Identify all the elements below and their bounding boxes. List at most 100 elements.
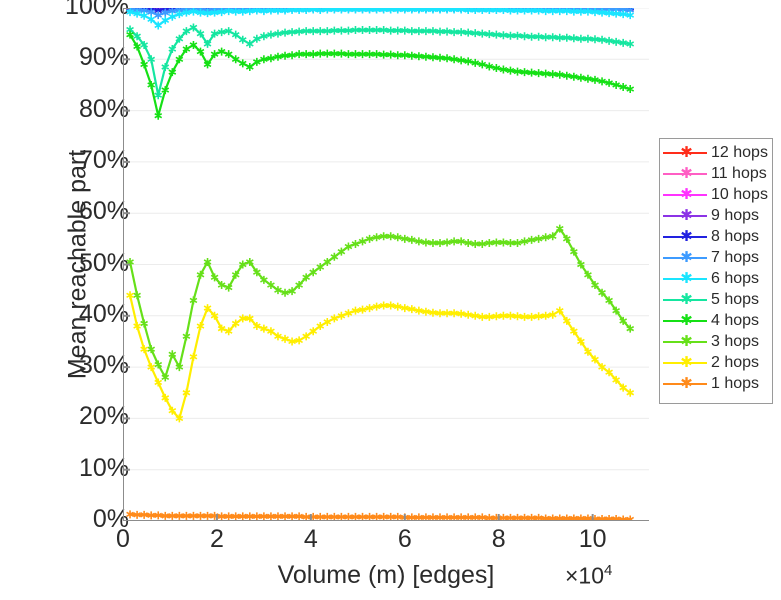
series-markers — [126, 510, 635, 521]
y-axis-tick-label: 10% — [78, 453, 129, 482]
legend-line-swatch — [663, 319, 707, 322]
x-axis-multiplier-exponent: 4 — [604, 562, 613, 579]
legend-item[interactable]: ✱ 10 hops — [660, 184, 772, 205]
series-3-hops — [126, 224, 635, 382]
legend-item-label: 11 hops — [711, 164, 767, 182]
series-markers — [126, 23, 635, 100]
legend-star-icon: ✱ — [680, 374, 693, 392]
legend-item-label: 1 hops — [711, 374, 760, 392]
series-layer — [126, 8, 635, 521]
legend-star-icon: ✱ — [680, 164, 693, 182]
legend-marker-icon: ✱ — [663, 248, 707, 266]
legend-item-label: 8 hops — [711, 227, 760, 245]
legend-marker-icon: ✱ — [663, 227, 707, 245]
x-axis-tick-label: 2 — [209, 525, 224, 553]
plot-area — [123, 8, 649, 521]
y-axis-tick-label: 50% — [78, 248, 129, 277]
legend-item[interactable]: ✱ 7 hops — [660, 247, 772, 268]
y-axis-tick-label: 100% — [65, 0, 129, 20]
y-axis-tick-label: 20% — [78, 402, 129, 431]
legend-marker-icon: ✱ — [663, 374, 707, 392]
legend-marker-icon: ✱ — [663, 206, 707, 224]
legend-item-label: 7 hops — [711, 248, 760, 266]
legend-item-label: 12 hops — [711, 143, 768, 161]
legend-line-swatch — [663, 214, 707, 217]
y-axis-tick-label: 80% — [78, 94, 129, 123]
x-axis-tick-label: 4 — [303, 525, 318, 553]
legend-star-icon: ✱ — [680, 185, 693, 203]
legend-item[interactable]: ✱ 11 hops — [660, 163, 772, 184]
y-axis-tick-label: 70% — [78, 145, 129, 174]
legend-item[interactable]: ✱ 6 hops — [660, 268, 772, 289]
legend-marker-icon: ✱ — [663, 290, 707, 308]
legend-item-label: 5 hops — [711, 290, 760, 308]
series-markers — [126, 224, 635, 382]
chart-canvas — [123, 8, 649, 521]
legend-item-label: 9 hops — [711, 206, 760, 224]
legend-star-icon: ✱ — [680, 227, 693, 245]
legend-star-icon: ✱ — [680, 248, 693, 266]
series-markers — [126, 291, 635, 423]
legend-line-swatch — [663, 256, 707, 259]
x-axis-tick-label: 0 — [116, 525, 130, 553]
legend-item-label: 3 hops — [711, 332, 760, 350]
x-axis-multiplier-base: ×10 — [565, 562, 605, 589]
series-1-hops — [126, 510, 635, 521]
series-markers — [126, 8, 635, 30]
x-axis-multiplier: ×104 — [565, 562, 612, 590]
series-4-hops — [126, 30, 635, 120]
legend-line-swatch — [663, 361, 707, 364]
legend-marker-icon: ✱ — [663, 185, 707, 203]
x-axis-tick-label: 10 — [578, 525, 607, 553]
legend-item[interactable]: ✱ 1 hops — [660, 373, 772, 394]
legend-star-icon: ✱ — [680, 143, 693, 161]
legend-marker-icon: ✱ — [663, 311, 707, 329]
legend-marker-icon: ✱ — [663, 353, 707, 371]
legend-item[interactable]: ✱ 5 hops — [660, 289, 772, 310]
legend-star-icon: ✱ — [680, 269, 693, 287]
x-axis-tick-label: 6 — [397, 525, 412, 553]
legend-item[interactable]: ✱ 9 hops — [660, 205, 772, 226]
legend-line-swatch — [663, 277, 707, 280]
legend-marker-icon: ✱ — [663, 269, 707, 287]
legend-line-swatch — [663, 298, 707, 301]
axis-ticks — [123, 8, 594, 521]
legend-star-icon: ✱ — [680, 206, 693, 224]
legend-item[interactable]: ✱ 12 hops — [660, 142, 772, 163]
legend-line-swatch — [663, 151, 707, 154]
series-6-hops — [126, 8, 635, 30]
legend-item-label: 2 hops — [711, 353, 760, 371]
series-2-hops — [126, 291, 635, 423]
legend-item-label: 10 hops — [711, 185, 768, 203]
y-axis-tick-label: 40% — [78, 299, 129, 328]
legend-item[interactable]: ✱ 4 hops — [660, 310, 772, 331]
legend-marker-icon: ✱ — [663, 164, 707, 182]
legend-item[interactable]: ✱ 2 hops — [660, 352, 772, 373]
legend-star-icon: ✱ — [680, 290, 693, 308]
gridlines — [123, 8, 649, 471]
legend-item-label: 4 hops — [711, 311, 760, 329]
y-axis-tick-label: 30% — [78, 351, 129, 380]
legend-line-swatch — [663, 382, 707, 385]
legend-line-swatch — [663, 172, 707, 175]
legend-box[interactable]: ✱ 12 hops ✱ 11 hops ✱ 10 hops ✱ 9 hops ✱ 8 hops ✱ 7… — [659, 138, 773, 404]
x-axis-tick-label: 8 — [491, 525, 506, 553]
y-axis-tick-label: 60% — [78, 197, 129, 226]
legend-marker-icon: ✱ — [663, 143, 707, 161]
x-axis-title: Volume (m) [edges] — [277, 561, 495, 589]
legend-marker-icon: ✱ — [663, 332, 707, 350]
legend-item-label: 6 hops — [711, 269, 760, 287]
series-markers — [126, 30, 635, 120]
legend-star-icon: ✱ — [680, 332, 693, 350]
legend-item[interactable]: ✱ 3 hops — [660, 331, 772, 352]
legend-item[interactable]: ✱ 8 hops — [660, 226, 772, 247]
legend-line-swatch — [663, 235, 707, 238]
series-5-hops — [126, 23, 635, 100]
series-line — [128, 227, 632, 379]
legend-star-icon: ✱ — [680, 353, 693, 371]
legend-star-icon: ✱ — [680, 311, 693, 329]
legend-line-swatch — [663, 340, 707, 343]
y-axis-tick-label: 90% — [78, 43, 129, 72]
legend-line-swatch — [663, 193, 707, 196]
